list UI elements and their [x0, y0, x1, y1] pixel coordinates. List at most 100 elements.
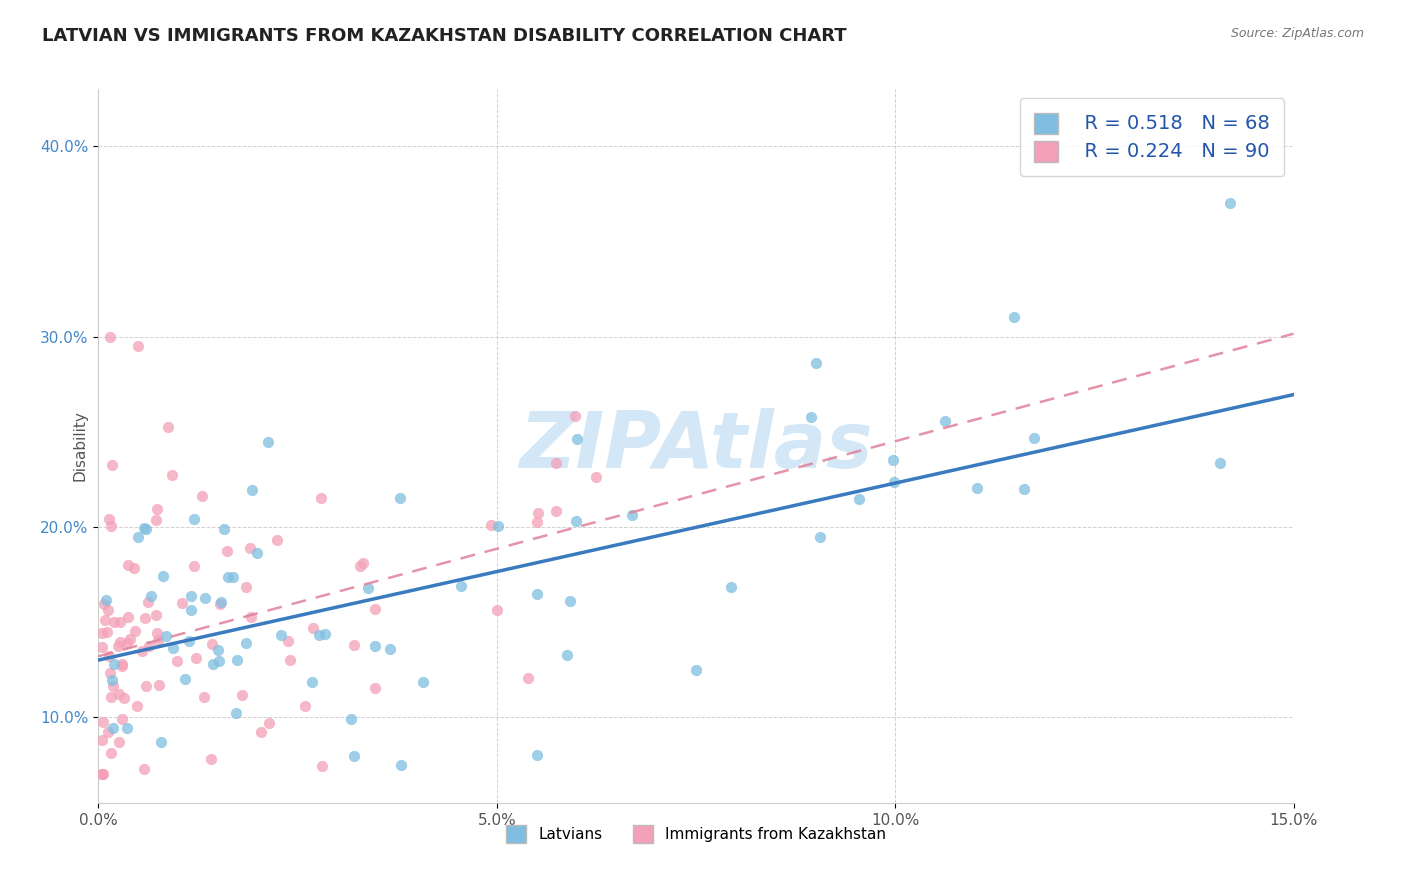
- Point: [190, 489, 212, 503]
- Point: [100, 519, 122, 533]
- Point: [135, 522, 157, 536]
- Point: [1209, 456, 1232, 470]
- Point: [215, 544, 238, 558]
- Point: [212, 522, 235, 536]
- Point: [231, 689, 253, 703]
- Point: [145, 608, 167, 623]
- Point: [146, 626, 169, 640]
- Point: [526, 506, 548, 520]
- Point: [107, 639, 129, 653]
- Point: [340, 712, 363, 726]
- Point: [209, 597, 232, 611]
- Point: [156, 419, 179, 434]
- Point: [100, 746, 122, 760]
- Point: [98, 512, 121, 526]
- Point: [239, 541, 262, 556]
- Point: [111, 659, 134, 673]
- Point: [800, 410, 823, 425]
- Point: [91, 767, 114, 781]
- Point: [152, 569, 174, 583]
- Point: [93, 714, 115, 729]
- Point: [108, 734, 131, 748]
- Point: [101, 458, 124, 472]
- Point: [314, 627, 336, 641]
- Y-axis label: Disability: Disability: [72, 410, 87, 482]
- Point: [486, 603, 509, 617]
- Point: [91, 625, 114, 640]
- Point: [110, 635, 132, 649]
- Point: [378, 642, 401, 657]
- Point: [93, 598, 115, 612]
- Point: [174, 672, 197, 686]
- Point: [235, 636, 257, 650]
- Point: [107, 687, 129, 701]
- Point: [134, 611, 156, 625]
- Point: [100, 690, 122, 705]
- Point: [242, 483, 264, 497]
- Point: [98, 649, 121, 664]
- Point: [127, 698, 149, 713]
- Point: [309, 491, 332, 506]
- Point: [91, 640, 114, 655]
- Point: [124, 624, 146, 639]
- Point: [343, 639, 366, 653]
- Point: [806, 356, 828, 370]
- Point: [266, 533, 288, 548]
- Point: [117, 558, 139, 573]
- Point: [193, 690, 215, 704]
- Point: [270, 628, 292, 642]
- Point: [91, 767, 114, 781]
- Point: [101, 673, 124, 687]
- Point: [352, 557, 374, 571]
- Point: [544, 503, 567, 517]
- Point: [94, 613, 117, 627]
- Point: [103, 657, 125, 672]
- Point: [103, 721, 125, 735]
- Point: [364, 681, 387, 695]
- Point: [134, 762, 156, 776]
- Point: [103, 615, 125, 629]
- Point: [135, 680, 157, 694]
- Point: [115, 721, 138, 735]
- Point: [1219, 196, 1241, 211]
- Point: [96, 624, 118, 639]
- Point: [564, 409, 586, 423]
- Point: [222, 570, 245, 584]
- Point: [246, 546, 269, 560]
- Point: [257, 716, 280, 731]
- Point: [356, 581, 378, 595]
- Point: [91, 733, 114, 747]
- Point: [343, 748, 366, 763]
- Point: [479, 517, 502, 532]
- Point: [240, 610, 263, 624]
- Point: [217, 570, 239, 584]
- Point: [179, 634, 201, 648]
- Point: [720, 580, 742, 594]
- Point: [620, 508, 643, 522]
- Point: [526, 515, 548, 529]
- Point: [97, 725, 120, 739]
- Point: [172, 596, 194, 610]
- Point: [250, 725, 273, 739]
- Point: [1022, 431, 1045, 445]
- Point: [526, 748, 548, 763]
- Point: [388, 491, 411, 505]
- Point: [117, 610, 139, 624]
- Point: [585, 470, 607, 484]
- Point: [363, 602, 385, 616]
- Point: [349, 558, 371, 573]
- Point: [256, 434, 278, 449]
- Point: [308, 628, 330, 642]
- Point: [278, 653, 301, 667]
- Point: [560, 594, 582, 608]
- Point: [526, 587, 548, 601]
- Point: [209, 594, 232, 608]
- Point: [565, 514, 588, 528]
- Legend: Latvians, Immigrants from Kazakhstan: Latvians, Immigrants from Kazakhstan: [501, 819, 891, 848]
- Point: [294, 698, 316, 713]
- Point: [145, 513, 167, 527]
- Point: [101, 679, 124, 693]
- Point: [115, 636, 138, 650]
- Point: [226, 653, 249, 667]
- Point: [301, 674, 323, 689]
